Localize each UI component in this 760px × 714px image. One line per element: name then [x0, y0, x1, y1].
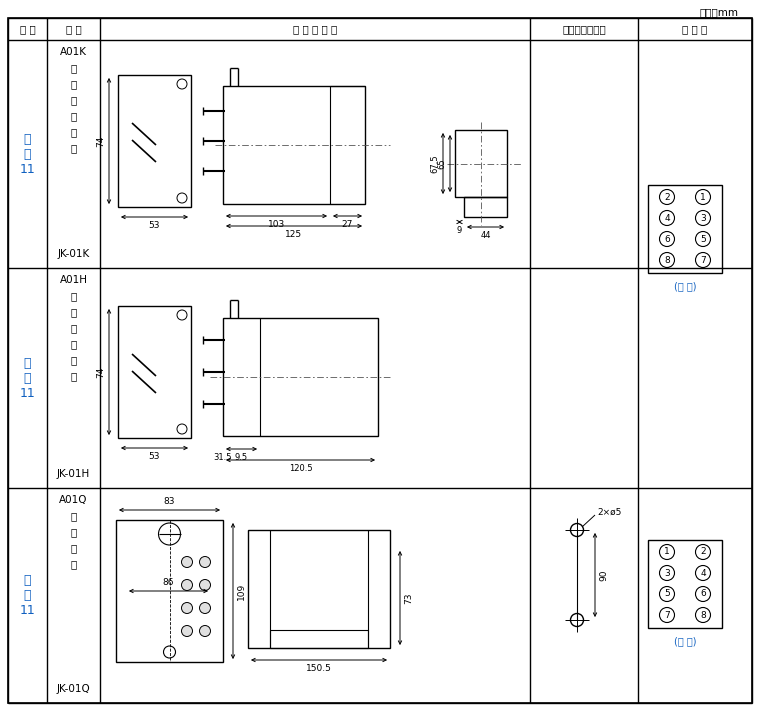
Text: 3: 3: [700, 213, 706, 223]
Text: 44: 44: [480, 231, 491, 240]
Text: 后: 后: [71, 339, 77, 349]
Text: 27: 27: [342, 220, 353, 229]
Text: 3: 3: [664, 568, 670, 578]
Circle shape: [199, 625, 211, 636]
Text: 结 构: 结 构: [65, 24, 81, 34]
Text: 86: 86: [163, 578, 174, 587]
Text: A01H: A01H: [59, 275, 87, 285]
Circle shape: [199, 580, 211, 590]
Text: JK-01Q: JK-01Q: [57, 684, 90, 694]
Text: 附
图
11: 附 图 11: [20, 133, 36, 176]
Bar: [118, 306, 191, 438]
Text: 7: 7: [700, 256, 706, 264]
Text: 73: 73: [404, 592, 413, 604]
Text: 式: 式: [71, 95, 77, 105]
Text: 线: 线: [71, 143, 77, 153]
Text: 2: 2: [664, 193, 670, 201]
Bar: [248, 530, 390, 648]
Text: 嵌: 嵌: [71, 63, 77, 73]
Text: 接: 接: [71, 127, 77, 137]
Text: 前: 前: [71, 527, 77, 537]
Text: 4: 4: [700, 568, 706, 578]
Text: 53: 53: [149, 452, 160, 461]
Text: 6: 6: [664, 234, 670, 243]
Text: 安装开孔尺寸图: 安装开孔尺寸图: [562, 24, 606, 34]
Text: 2×ø5: 2×ø5: [597, 508, 622, 516]
Text: 接: 接: [71, 355, 77, 365]
Circle shape: [182, 556, 192, 568]
Text: 附
图
11: 附 图 11: [20, 574, 36, 617]
Text: 83: 83: [163, 497, 176, 506]
Circle shape: [182, 580, 192, 590]
Text: 74: 74: [96, 366, 105, 378]
Text: 1: 1: [664, 548, 670, 556]
Text: 74: 74: [96, 136, 105, 146]
Text: 90: 90: [599, 569, 608, 580]
Text: 9: 9: [457, 226, 462, 235]
Text: 板: 板: [71, 511, 77, 521]
Bar: [455, 130, 507, 197]
Bar: [116, 520, 223, 662]
Bar: [648, 185, 722, 273]
Text: 5: 5: [664, 590, 670, 598]
Text: (背 视): (背 视): [674, 281, 696, 291]
Text: 53: 53: [149, 221, 160, 230]
Bar: [270, 630, 368, 648]
Text: 图 号: 图 号: [20, 24, 36, 34]
Text: 入: 入: [71, 79, 77, 89]
Text: 凸: 凸: [71, 291, 77, 301]
Bar: [118, 75, 191, 207]
Text: 8: 8: [664, 256, 670, 264]
Text: 1: 1: [700, 193, 706, 201]
Bar: [223, 86, 365, 204]
Text: 接: 接: [71, 543, 77, 553]
Text: 线: 线: [71, 559, 77, 569]
Bar: [223, 318, 378, 436]
Text: 外 形 尺 寸 图: 外 形 尺 寸 图: [293, 24, 337, 34]
Text: A01Q: A01Q: [59, 495, 87, 505]
Circle shape: [182, 625, 192, 636]
Text: 109: 109: [237, 583, 246, 600]
Text: 65: 65: [437, 159, 446, 169]
Text: 附
图
11: 附 图 11: [20, 356, 36, 400]
Text: 板: 板: [71, 323, 77, 333]
Text: 8: 8: [700, 610, 706, 620]
Text: 2: 2: [700, 548, 706, 556]
Text: JK-01K: JK-01K: [57, 249, 90, 259]
Circle shape: [182, 603, 192, 613]
Text: 5: 5: [700, 234, 706, 243]
Text: 端 子 图: 端 子 图: [682, 24, 708, 34]
Text: A01K: A01K: [60, 47, 87, 57]
Text: (前 视): (前 视): [674, 636, 696, 646]
Text: 125: 125: [286, 230, 302, 239]
Text: 150.5: 150.5: [306, 664, 332, 673]
Bar: [648, 540, 722, 628]
Text: 103: 103: [268, 220, 285, 229]
Text: 线: 线: [71, 371, 77, 381]
Text: 4: 4: [664, 213, 670, 223]
Text: 67.5: 67.5: [430, 154, 439, 173]
Text: 出: 出: [71, 307, 77, 317]
Text: 6: 6: [700, 590, 706, 598]
Text: 单位：mm: 单位：mm: [700, 7, 739, 17]
Text: 后: 后: [71, 111, 77, 121]
Text: 31.5: 31.5: [214, 453, 233, 462]
Bar: [464, 197, 507, 217]
Text: 7: 7: [664, 610, 670, 620]
Text: 120.5: 120.5: [289, 464, 312, 473]
Circle shape: [199, 603, 211, 613]
Text: JK-01H: JK-01H: [57, 469, 90, 479]
Circle shape: [199, 556, 211, 568]
Text: 9.5: 9.5: [235, 453, 248, 462]
